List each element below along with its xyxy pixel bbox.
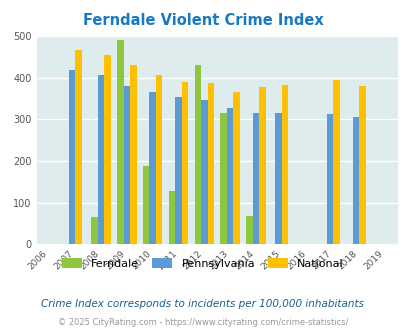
Bar bbox=[98, 75, 104, 244]
Bar bbox=[143, 166, 149, 244]
Bar bbox=[117, 41, 124, 244]
Bar bbox=[194, 65, 200, 244]
Bar bbox=[252, 113, 258, 244]
Bar bbox=[258, 87, 265, 244]
Bar bbox=[226, 108, 233, 244]
Bar bbox=[124, 86, 130, 244]
Bar bbox=[200, 100, 207, 244]
Text: Ferndale Violent Crime Index: Ferndale Violent Crime Index bbox=[83, 13, 322, 28]
Bar bbox=[175, 97, 181, 244]
Bar bbox=[75, 50, 81, 244]
Bar bbox=[168, 191, 175, 244]
Bar bbox=[220, 113, 226, 244]
Bar bbox=[91, 217, 98, 244]
Bar bbox=[207, 83, 213, 244]
Bar bbox=[333, 81, 339, 244]
Bar bbox=[326, 115, 333, 244]
Bar bbox=[104, 55, 111, 244]
Text: Crime Index corresponds to incidents per 100,000 inhabitants: Crime Index corresponds to incidents per… bbox=[41, 299, 364, 309]
Bar bbox=[358, 86, 365, 244]
Bar bbox=[275, 113, 281, 244]
Bar bbox=[68, 70, 75, 244]
Bar bbox=[246, 216, 252, 244]
Text: © 2025 CityRating.com - https://www.cityrating.com/crime-statistics/: © 2025 CityRating.com - https://www.city… bbox=[58, 318, 347, 327]
Bar bbox=[156, 75, 162, 244]
Bar bbox=[281, 84, 288, 244]
Bar bbox=[149, 92, 156, 244]
Bar bbox=[352, 117, 358, 244]
Legend: Ferndale, Pennsylvania, National: Ferndale, Pennsylvania, National bbox=[58, 254, 347, 273]
Bar bbox=[233, 92, 239, 244]
Bar bbox=[181, 82, 188, 244]
Bar bbox=[130, 65, 136, 244]
